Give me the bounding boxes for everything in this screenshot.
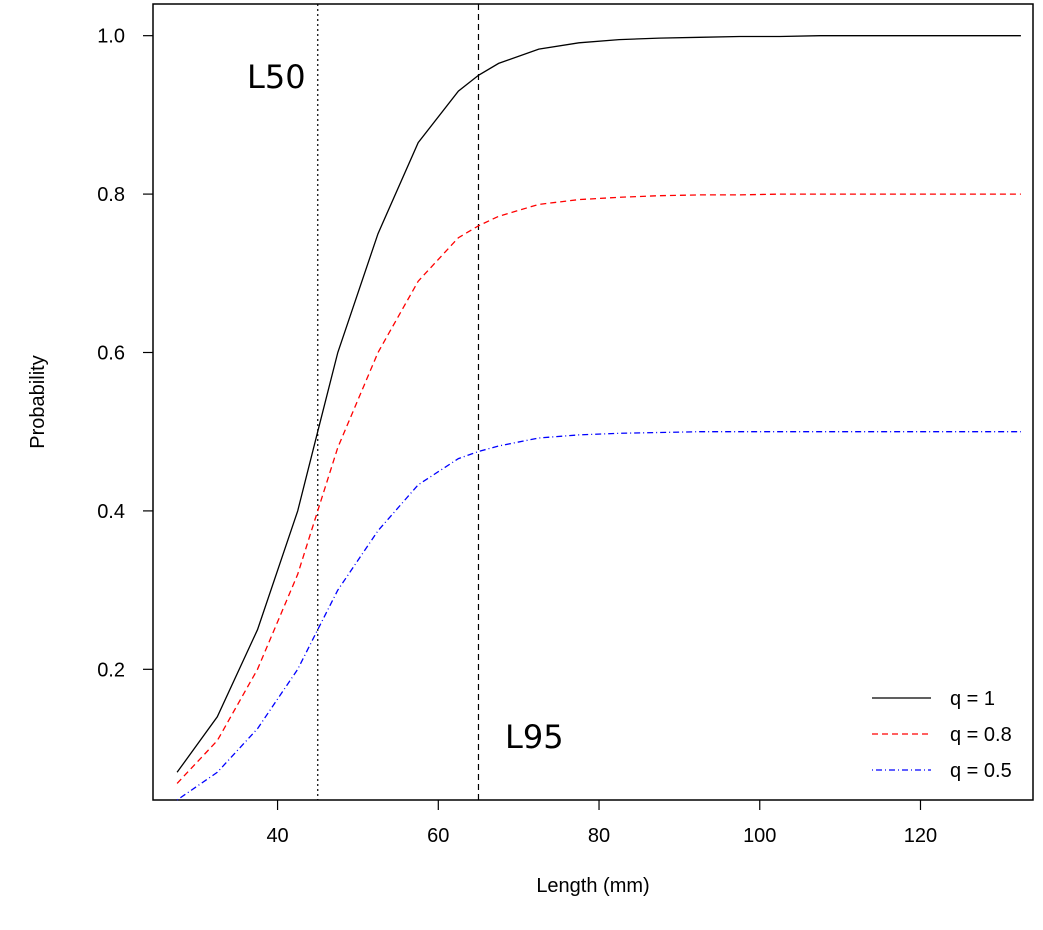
x-tick-label: 100 — [743, 825, 776, 847]
x-tick-label: 40 — [266, 825, 288, 847]
legend: q = 1 q = 0.8 q = 0.5 — [872, 688, 1012, 782]
x-tick-label: 80 — [588, 825, 610, 847]
plot-frame — [152, 3, 1034, 801]
reference-lines — [317, 4, 480, 800]
series-line-0 — [176, 35, 1021, 773]
x-tick-label: 60 — [427, 825, 449, 847]
legend-label-q05: q = 0.5 — [950, 760, 1012, 782]
x-axis-label: Length (mm) — [536, 875, 649, 897]
y-axis: 0.2 0.4 0.6 0.8 1.0 — [97, 26, 153, 681]
y-tick-label: 0.2 — [97, 659, 125, 681]
x-axis: 40 60 80 100 120 — [266, 800, 937, 847]
y-axis-label: Probability — [27, 355, 49, 448]
y-tick-label: 0.8 — [97, 184, 125, 206]
annotation-l50: L50 — [247, 58, 306, 96]
series-lines — [176, 35, 1021, 801]
x-tick-label: 120 — [904, 825, 937, 847]
annotation-l95: L95 — [505, 718, 564, 756]
series-line-2 — [176, 431, 1021, 801]
y-tick-label: 1.0 — [97, 26, 125, 48]
legend-label-q08: q = 0.8 — [950, 724, 1012, 746]
y-tick-label: 0.6 — [97, 342, 125, 364]
legend-label-q1: q = 1 — [950, 688, 995, 710]
y-tick-label: 0.4 — [97, 501, 125, 523]
